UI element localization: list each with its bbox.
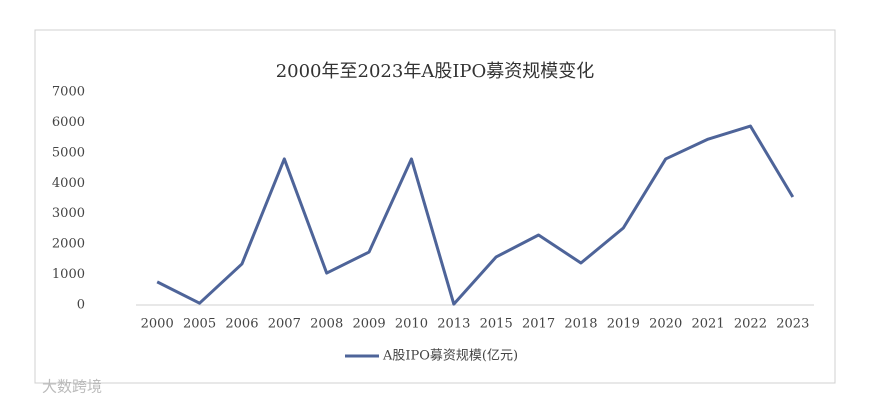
line-series xyxy=(156,124,795,306)
y-tick-label: 0 xyxy=(77,298,85,313)
x-tick-label: 2013 xyxy=(437,317,470,332)
x-tick-label: 2018 xyxy=(564,317,597,332)
x-tick-label: 2015 xyxy=(480,317,513,332)
x-tick-label: 2021 xyxy=(692,317,725,332)
y-tick-label: 1000 xyxy=(52,267,85,282)
x-tick-label: 2009 xyxy=(353,317,386,332)
watermark: 大数跨境 xyxy=(42,378,102,396)
x-tick-label: 2010 xyxy=(395,317,428,332)
x-tick-label: 2019 xyxy=(607,317,640,332)
x-tick-label: 2020 xyxy=(649,317,682,332)
y-tick-label: 4000 xyxy=(52,176,85,191)
x-tick-label: 2023 xyxy=(776,317,809,332)
x-tick-label: 2017 xyxy=(522,317,555,332)
x-tick-label: 2006 xyxy=(225,317,258,332)
x-tick-label: 2005 xyxy=(183,317,216,332)
x-tick-label: 2000 xyxy=(141,317,174,332)
y-tick-label: 2000 xyxy=(52,237,85,252)
x-tick-label: 2007 xyxy=(268,317,301,332)
y-tick-label: 5000 xyxy=(52,145,85,160)
x-tick-label: 2008 xyxy=(310,317,343,332)
y-tick-label: 7000 xyxy=(52,85,85,100)
chart-title: 2000年至2023年A股IPO募资规模变化 xyxy=(276,61,595,82)
y-tick-label: 3000 xyxy=(52,206,85,221)
legend-label: A股IPO募资规模(亿元) xyxy=(382,349,518,364)
y-tick-label: 6000 xyxy=(52,115,85,130)
x-tick-label: 2022 xyxy=(734,317,767,332)
chart-frame xyxy=(34,29,836,384)
